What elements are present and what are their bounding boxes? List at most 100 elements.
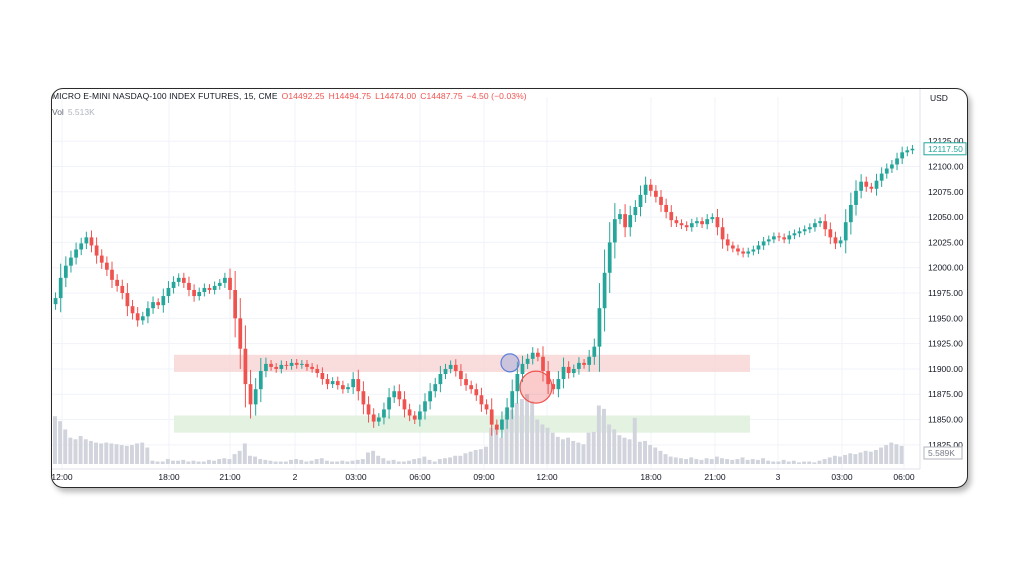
symbol-legend: MICRO E-MINI NASDAQ-100 INDEX FUTURES, 1… [52, 91, 531, 101]
volume-bar [165, 459, 170, 464]
x-tick-label: 18:00 [158, 472, 180, 482]
candle-body [335, 381, 340, 386]
volume-bar [114, 444, 119, 464]
volume-bar [484, 446, 488, 464]
volume-bar [289, 459, 293, 464]
last-price-label: 12117.50 [928, 144, 963, 154]
candle-body [356, 379, 361, 392]
candle-body [63, 265, 68, 278]
volume-bar [714, 456, 719, 464]
volume-bar [730, 459, 735, 464]
volume-bar [658, 450, 663, 464]
candle-body [730, 245, 735, 249]
volume-bar [376, 455, 381, 464]
candle-body [453, 364, 458, 371]
candle-body [474, 389, 479, 396]
volume-bar [720, 458, 724, 464]
volume-bar [853, 454, 858, 464]
volume-bar [150, 460, 155, 464]
volume-bar [684, 459, 689, 464]
close-value: C14487.75 [420, 91, 463, 101]
candle-body [320, 372, 325, 380]
candle-body [494, 424, 499, 430]
x-tick-label: 21:00 [704, 472, 726, 482]
volume-bar [324, 460, 329, 464]
volume-bar [663, 454, 668, 464]
volume-label[interactable]: Vol [52, 107, 64, 117]
candle-body [233, 289, 238, 319]
candle-body [643, 184, 648, 195]
volume-bar [771, 461, 776, 464]
candle-body [187, 282, 191, 290]
volume-bar [868, 451, 873, 464]
volume-bar [309, 460, 314, 464]
volume-bar [740, 457, 745, 464]
volume-bar [781, 459, 786, 464]
volume-bar [802, 461, 807, 464]
volume-legend-value: 5.513K [67, 107, 95, 117]
y-tick-label: 11875.00 [928, 389, 963, 399]
volume-bar [827, 457, 832, 464]
y-tick-label: 11825.00 [928, 440, 963, 450]
candle-body [423, 401, 427, 412]
candle-body [315, 368, 320, 373]
volume-bar [894, 444, 899, 464]
volume-bar [437, 459, 442, 464]
volume-bar [340, 460, 345, 464]
volume-bar [776, 461, 781, 464]
volume-bar [304, 461, 309, 464]
candle-body [638, 194, 643, 207]
volume-bar [766, 460, 771, 464]
currency-label: USD [930, 93, 948, 103]
candle-body [289, 362, 294, 366]
volume-bar [627, 439, 632, 464]
candle-body [597, 308, 602, 347]
candle-body [433, 384, 438, 392]
volume-bar [555, 436, 560, 464]
candle-body [79, 243, 84, 250]
volume-bar [458, 455, 463, 464]
candle-body [176, 277, 181, 282]
candlestick-chart[interactable]: USD 12125.00 12100.00 12075.00 12050.00 12025… [52, 89, 967, 487]
candle-body [566, 366, 571, 373]
candle-body [607, 242, 612, 273]
candle-body [305, 363, 309, 367]
candle-body [448, 364, 453, 369]
candle-body [884, 168, 889, 174]
x-tick-label: 09:00 [473, 472, 495, 482]
volume-bar [299, 459, 304, 464]
volume-bar [745, 459, 750, 464]
volume-bar [412, 459, 417, 464]
candle-body [58, 277, 63, 299]
candle-body [571, 368, 576, 373]
last-price-badge [923, 142, 967, 156]
candle-body [346, 387, 350, 390]
volume-bar [124, 445, 129, 464]
volume-bar [99, 443, 104, 464]
volume-bar [530, 401, 535, 464]
volume-bar [545, 427, 550, 464]
candle-body [382, 409, 386, 418]
candle-body [387, 397, 391, 410]
candle-body [130, 306, 135, 314]
volume-bar [617, 435, 622, 464]
volume-bar [432, 461, 437, 464]
volume-bar [140, 442, 145, 464]
volume-bar [422, 456, 427, 464]
candle-body [469, 385, 474, 390]
volume-bar [160, 461, 165, 464]
symbol-title[interactable]: MICRO E-MINI NASDAQ-100 INDEX FUTURES, 1… [52, 91, 278, 101]
volume-bar [494, 426, 499, 464]
volume-bar [576, 442, 581, 464]
volume-bar [709, 459, 714, 464]
volume-bar [201, 461, 206, 464]
candle-body [741, 251, 745, 254]
candle-body [890, 164, 894, 169]
candle-body [869, 186, 874, 189]
candle-body [797, 231, 802, 234]
volume-bar [58, 421, 63, 464]
candle-body [561, 366, 566, 380]
candle-body [325, 379, 330, 385]
candle-body [879, 173, 884, 181]
candle-body [751, 249, 756, 252]
